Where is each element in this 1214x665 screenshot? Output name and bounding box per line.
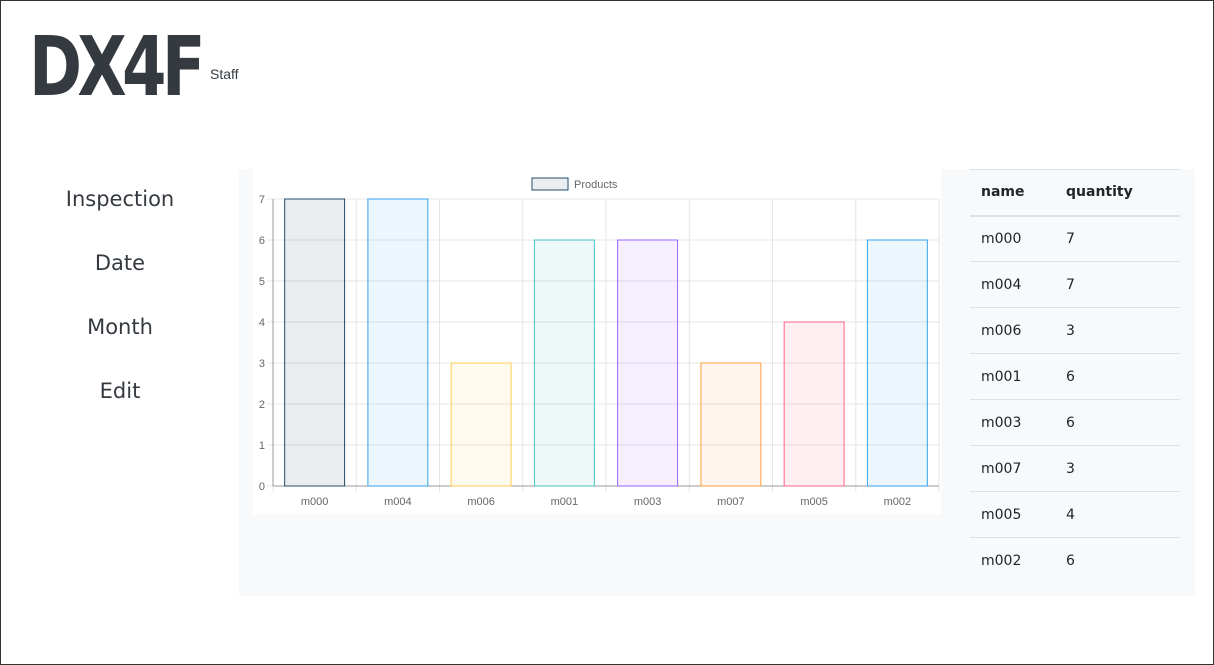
cell-quantity: 6: [1066, 399, 1180, 446]
table-row: m006 3: [970, 307, 1180, 354]
table-row: m007 3: [970, 445, 1180, 492]
bar-m000: [284, 198, 346, 487]
cell-quantity: 3: [1066, 445, 1180, 492]
legend-swatch: [531, 177, 569, 191]
cell-name: m005: [970, 491, 1067, 538]
nav-item-date[interactable]: Date: [94, 251, 146, 275]
user-role-label: Staff: [210, 66, 239, 82]
nav-item-edit[interactable]: Edit: [99, 379, 141, 403]
products-bar-chart: 0 1 2 3 4 5 6 7 m000 m004 m006 m001 m003 m007 m005 m002…: [253, 169, 941, 514]
y-tick-label: 6: [259, 235, 265, 247]
y-tick-label: 3: [259, 358, 265, 370]
cell-name: m000: [970, 215, 1067, 262]
x-tick-label: m004: [384, 496, 412, 508]
cell-quantity: 7: [1066, 215, 1180, 262]
x-tick-label: m006: [467, 496, 495, 508]
bar-m004: [367, 198, 429, 487]
bar-m002: [866, 239, 928, 487]
y-tick-label: 1: [259, 440, 265, 452]
column-header-name: name: [970, 169, 1067, 217]
y-tick-label: 4: [259, 317, 265, 329]
table-row: m001 6: [970, 353, 1180, 400]
sidebar-nav: Inspection Date Month Edit: [1, 171, 239, 427]
table-row: m003 6: [970, 399, 1180, 446]
bar-m007: [700, 362, 762, 487]
x-tick-label: m005: [800, 496, 828, 508]
y-tick-label: 7: [259, 194, 265, 206]
column-header-quantity: quantity: [1066, 169, 1180, 217]
bar-m001: [533, 239, 595, 487]
cell-quantity: 6: [1066, 353, 1180, 400]
table-header-row: name quantity: [970, 169, 1180, 217]
table-row: m000 7: [970, 215, 1180, 262]
y-tick-label: 0: [259, 481, 265, 493]
cell-name: m004: [970, 261, 1067, 308]
nav-item-inspection[interactable]: Inspection: [65, 187, 175, 211]
nav-item-month[interactable]: Month: [87, 315, 153, 339]
x-tick-label: m000: [301, 496, 329, 508]
table-row: m004 7: [970, 261, 1180, 308]
cell-quantity: 3: [1066, 307, 1180, 354]
table-row: m002 6: [970, 537, 1180, 584]
x-tick-label: m003: [634, 496, 662, 508]
x-tick-label: m007: [717, 496, 745, 508]
legend-label: Products: [574, 179, 618, 191]
logo: DX4F: [29, 20, 206, 115]
bar-m003: [617, 239, 679, 487]
cell-name: m001: [970, 353, 1067, 400]
cell-name: m002: [970, 537, 1067, 584]
cell-quantity: 7: [1066, 261, 1180, 308]
cell-quantity: 6: [1066, 537, 1180, 584]
x-tick-label: m002: [884, 496, 912, 508]
cell-name: m006: [970, 307, 1067, 354]
table-row: m005 4: [970, 491, 1180, 538]
products-table-container: name quantity m000 7 m004 7 m006 3: [970, 169, 1180, 584]
bar-m005: [783, 321, 845, 487]
y-tick-label: 5: [259, 276, 265, 288]
cell-name: m003: [970, 399, 1067, 446]
y-tick-label: 2: [259, 399, 265, 411]
cell-quantity: 4: [1066, 491, 1180, 538]
cell-name: m007: [970, 445, 1067, 492]
products-table: name quantity m000 7 m004 7 m006 3: [970, 169, 1180, 584]
x-tick-label: m001: [551, 496, 579, 508]
bar-m006: [450, 362, 512, 487]
